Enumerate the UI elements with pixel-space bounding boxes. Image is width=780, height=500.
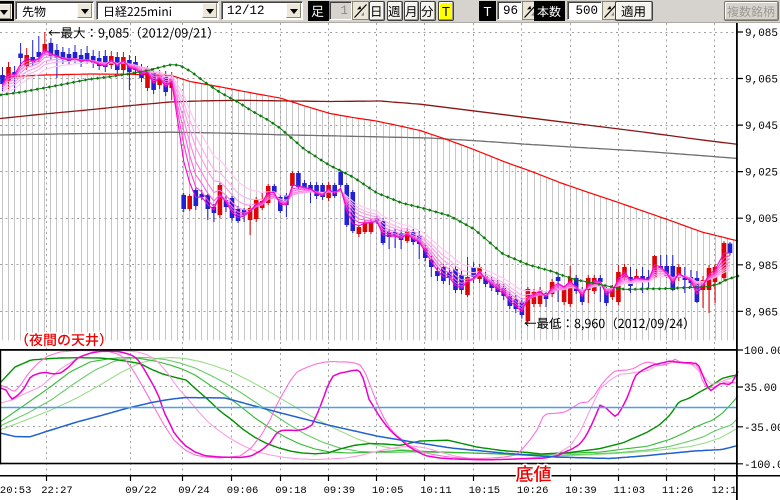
svg-text:09/24: 09/24 (178, 485, 210, 497)
svg-text:9,005: 9,005 (745, 214, 778, 226)
svg-text:100.00: 100.00 (744, 346, 780, 358)
svg-text:10:15: 10:15 (469, 485, 501, 497)
svg-text:9,085: 9,085 (745, 28, 778, 40)
svg-text:10:39: 10:39 (565, 485, 597, 497)
svg-text:35.00: 35.00 (744, 383, 777, 395)
svg-text:11:26: 11:26 (662, 485, 694, 497)
svg-text:12:1: 12:1 (712, 485, 737, 497)
svg-text:-35.00: -35.00 (744, 423, 780, 435)
svg-text:10:05: 10:05 (372, 485, 404, 497)
svg-text:10:11: 10:11 (420, 485, 452, 497)
svg-text:09:06: 09:06 (227, 485, 259, 497)
svg-text:9,065: 9,065 (745, 75, 778, 87)
svg-text:10:26: 10:26 (517, 485, 549, 497)
svg-text:8,965: 8,965 (745, 307, 778, 319)
svg-text:22:27: 22:27 (41, 485, 73, 497)
svg-text:11:03: 11:03 (614, 485, 646, 497)
svg-text:9,025: 9,025 (745, 168, 778, 180)
svg-text:9,045: 9,045 (745, 121, 778, 133)
svg-text:09:39: 09:39 (324, 485, 356, 497)
svg-text:20:53: 20:53 (0, 485, 31, 497)
svg-text:09:18: 09:18 (275, 485, 307, 497)
svg-text:09/22: 09/22 (125, 485, 157, 497)
svg-text:8,985: 8,985 (745, 261, 778, 273)
svg-text:-100.00: -100.00 (744, 460, 780, 472)
